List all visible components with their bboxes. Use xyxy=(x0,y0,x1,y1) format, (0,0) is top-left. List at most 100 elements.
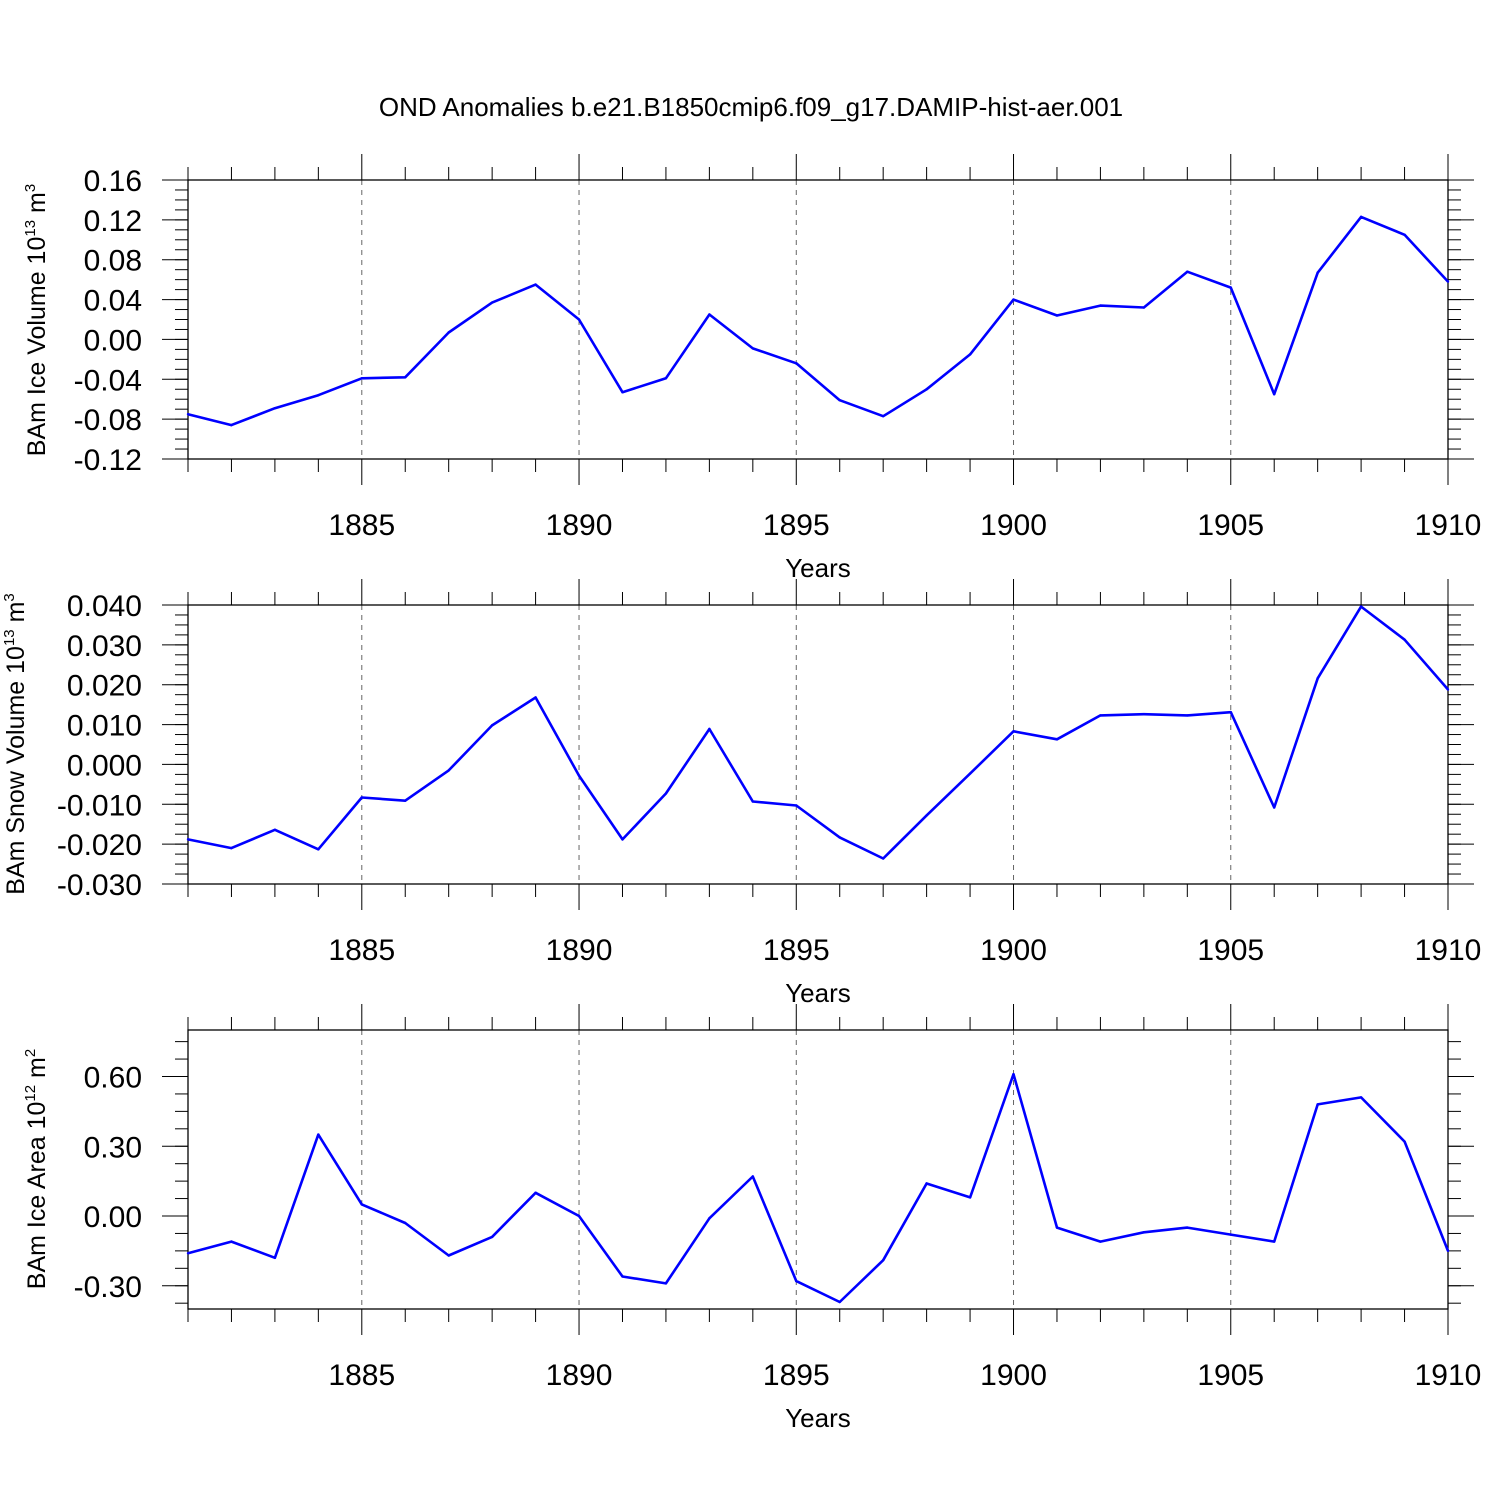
x-tick-label: 1890 xyxy=(546,509,613,542)
data-point xyxy=(1099,304,1102,307)
data-point xyxy=(360,1203,363,1206)
data-point xyxy=(1359,1096,1363,1099)
data-point xyxy=(1446,688,1450,691)
data-point xyxy=(447,331,450,334)
y-axis-label: BAm Ice Area 1012 m2 xyxy=(22,1049,51,1289)
data-point xyxy=(881,857,885,860)
panel-2: -0.030 -0.020 -0.010 0.000 0.010 0.020 0.030 0.… xyxy=(1,579,1481,1008)
y-tick-label: 0.020 xyxy=(67,670,142,703)
data-point xyxy=(1229,711,1232,714)
data-point xyxy=(404,376,407,379)
data-point xyxy=(1186,1226,1189,1229)
y-tick-label: 0.30 xyxy=(84,1131,142,1164)
y-tick-label: 0.08 xyxy=(84,245,142,278)
y-tick-label: -0.030 xyxy=(57,869,142,902)
panel-3: -0.30 0.00 0.30 0.60 1885 1890 1895 1900 1905 191… xyxy=(22,1004,1481,1433)
data-point xyxy=(1142,306,1146,309)
data-point xyxy=(925,1182,928,1185)
data-point xyxy=(1142,1231,1146,1234)
y-tick-label: -0.12 xyxy=(74,444,142,477)
data-point xyxy=(534,1191,537,1194)
y-tick-label: -0.08 xyxy=(74,404,142,437)
data-point xyxy=(881,414,885,418)
y-axis-label-unit-exponent: 3 xyxy=(22,184,39,192)
x-tick-label: 1905 xyxy=(1197,509,1264,542)
data-point xyxy=(1403,233,1406,237)
x-tick-label: 1890 xyxy=(546,1359,613,1392)
data-point xyxy=(317,1133,320,1136)
data-point xyxy=(1099,714,1102,717)
y-axis-label-exponent: 12 xyxy=(22,1085,39,1102)
x-tick-label: 1885 xyxy=(328,1359,395,1392)
y-axis-label-unit-exponent: 2 xyxy=(22,1049,39,1057)
data-point xyxy=(968,353,972,356)
y-axis-label-text: BAm Ice Volume 10 xyxy=(23,237,51,457)
data-point xyxy=(1446,1249,1450,1253)
y-axis-label-exponent: 13 xyxy=(1,629,18,646)
data-point xyxy=(577,774,581,777)
data-point xyxy=(230,423,233,427)
data-point xyxy=(230,1240,233,1243)
x-tick-label: 1885 xyxy=(328,934,395,967)
x-tick-label: 1910 xyxy=(1415,1359,1482,1392)
data-point xyxy=(621,1275,624,1278)
data-point xyxy=(1012,730,1015,733)
data-point xyxy=(664,792,668,795)
data-point xyxy=(664,1282,668,1285)
data-point xyxy=(881,1258,885,1262)
y-tick-label: -0.04 xyxy=(74,364,142,397)
y-tick-label: 0.00 xyxy=(84,324,142,357)
y-axis-label-unit: m xyxy=(2,602,30,630)
data-point xyxy=(795,362,798,365)
data-point xyxy=(708,313,711,316)
x-tick-label: 1905 xyxy=(1197,934,1264,967)
y-tick-label: -0.010 xyxy=(57,789,142,822)
data-point xyxy=(1446,280,1450,283)
y-axis-label: BAm Ice Volume 1013 m3 xyxy=(22,184,51,456)
y-tick-label: 0.000 xyxy=(67,749,142,782)
y-axis-label-text: BAm Ice Area 10 xyxy=(23,1102,51,1290)
data-point xyxy=(1055,1226,1059,1229)
data-point xyxy=(404,1221,407,1225)
data-point xyxy=(447,1254,450,1257)
data-point xyxy=(925,388,928,391)
data-point xyxy=(621,391,624,394)
data-point xyxy=(1273,393,1276,396)
chart-panels: -0.12 -0.08 -0.04 0.00 0.04 0.08 0.12 0.16 1885 1… xyxy=(1,154,1481,1433)
y-tick-label: 0.010 xyxy=(67,710,142,743)
data-point xyxy=(404,799,407,802)
data-point xyxy=(751,347,755,350)
data-point xyxy=(1055,738,1059,741)
data-point xyxy=(490,301,494,304)
data-point xyxy=(447,769,450,772)
y-tick-label: 0.00 xyxy=(84,1201,142,1234)
data-point xyxy=(577,318,581,321)
data-point xyxy=(751,1175,755,1178)
data-point xyxy=(490,1235,494,1239)
data-point xyxy=(1055,314,1059,317)
x-tick-label: 1900 xyxy=(980,1359,1047,1392)
data-point xyxy=(1229,1233,1232,1236)
y-axis-label-unit: m xyxy=(23,1057,51,1085)
data-point xyxy=(621,838,624,841)
x-tick-label: 1890 xyxy=(546,934,613,967)
panel-1: -0.12 -0.08 -0.04 0.00 0.04 0.08 0.12 0.16 1885 1… xyxy=(22,154,1481,583)
series-line xyxy=(187,1072,1450,1304)
data-point xyxy=(534,696,537,699)
data-point xyxy=(273,406,277,410)
data-point xyxy=(968,1196,972,1199)
x-tick-label: 1895 xyxy=(763,509,830,542)
y-tick-label: 0.16 xyxy=(84,165,142,198)
x-tick-label: 1900 xyxy=(980,509,1047,542)
data-point xyxy=(838,399,841,402)
y-tick-label: -0.020 xyxy=(57,829,142,862)
data-point xyxy=(1012,298,1015,301)
y-tick-label: 0.12 xyxy=(84,205,142,238)
data-point xyxy=(708,1217,711,1220)
data-point xyxy=(317,394,320,397)
y-axis-label: BAm Snow Volume 1013 m3 xyxy=(1,593,30,895)
series-line xyxy=(187,215,1449,427)
series-line xyxy=(187,605,1449,860)
data-point xyxy=(1316,271,1319,274)
